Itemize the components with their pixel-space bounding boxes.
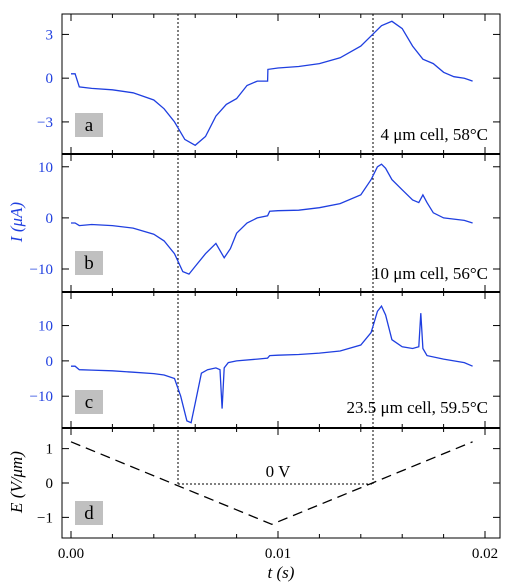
zero-volt-label: 0 V: [266, 462, 291, 481]
panel-b-tag: b: [84, 253, 94, 274]
ytick-label-b-0: 10: [38, 160, 53, 176]
panel-d-tag-bg: [75, 501, 103, 525]
y-axis-label-current: I (μA): [7, 202, 26, 243]
ytick-label-c-2: −10: [30, 389, 53, 405]
xtick-label-2: 0.02: [472, 546, 498, 562]
ytick-label-a-1: 0: [46, 71, 54, 87]
panel-c-tag: c: [85, 392, 93, 413]
ytick-label-c-0: 10: [38, 319, 53, 335]
xtick-label-1: 0.01: [265, 546, 291, 562]
panel-a-annotation: 4 μm cell, 58°C: [380, 125, 488, 144]
panel-c-tag-bg: [75, 390, 103, 414]
panel-d-frame: [61, 427, 501, 539]
panel-d-tag: d: [84, 503, 94, 524]
xtick-label-0: 0.00: [58, 546, 84, 562]
panel-a-tag: a: [85, 115, 94, 136]
panel-c-annotation: 23.5 μm cell, 59.5°C: [346, 398, 488, 417]
ytick-label-a-2: −3: [37, 115, 53, 131]
current-trace-c: [71, 304, 473, 424]
ytick-label-c-1: 0: [46, 354, 54, 370]
panel-b-tag-bg: [75, 251, 103, 275]
panel-b-annotation: 10 μm cell, 56°C: [372, 264, 488, 283]
y-axis-label-field: E (V/μm): [7, 451, 26, 514]
panel-a-tag-bg: [75, 113, 103, 137]
ytick-label-d-1: 0: [46, 476, 54, 492]
field-trace-d: [70, 441, 473, 526]
ytick-label-b-2: −10: [30, 262, 53, 278]
current-trace-b: [71, 163, 473, 275]
x-axis-label: t (s): [268, 563, 295, 582]
current-trace-a: [71, 20, 473, 147]
axis-ticks: [62, 14, 500, 538]
ytick-label-d-2: −1: [37, 510, 53, 526]
ytick-label-a-0: 3: [46, 27, 54, 43]
ytick-label-d-0: 1: [46, 442, 54, 458]
ytick-label-b-1: 0: [46, 211, 54, 227]
